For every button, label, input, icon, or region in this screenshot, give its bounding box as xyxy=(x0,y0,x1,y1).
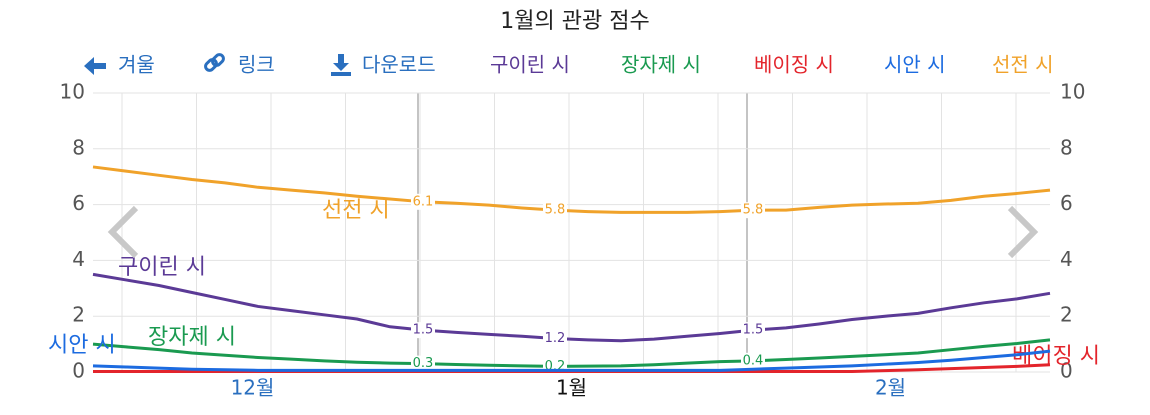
y-tick-label: 2 xyxy=(72,303,85,327)
series-line xyxy=(92,272,1051,343)
value-label-bg xyxy=(741,322,765,339)
y2-tick-label: 4 xyxy=(1060,247,1073,271)
legend-entry[interactable]: 선전 시 xyxy=(992,53,1054,77)
value-label-bg xyxy=(411,355,435,372)
value-label: 6.1 xyxy=(413,194,434,209)
x-tick-label: 2월 xyxy=(875,376,906,400)
value-label-bg xyxy=(543,330,567,347)
series-label: 시안 시 xyxy=(48,333,116,358)
value-label-bg xyxy=(411,322,435,339)
series-line xyxy=(92,165,1051,214)
value-label: 0.3 xyxy=(413,356,434,371)
back-button[interactable]: 겨울 xyxy=(118,53,155,77)
toolbar: 겨울 링크 다운로드 xyxy=(84,53,436,77)
y-tick-label: 6 xyxy=(72,191,85,215)
series-line xyxy=(92,338,1051,368)
chart-title: 1월의 관광 점수 xyxy=(500,9,649,34)
value-label: 1.2 xyxy=(545,331,566,346)
y2-tick-label: 8 xyxy=(1060,135,1073,159)
value-label: 5.8 xyxy=(743,203,764,218)
legend-entry[interactable]: 베이징 시 xyxy=(754,53,834,77)
y-tick-label: 4 xyxy=(72,247,85,271)
value-label: 0.4 xyxy=(743,353,764,368)
y-tick-label: 10 xyxy=(60,80,85,104)
series-line xyxy=(92,349,1051,372)
x-tick-label: 1월 xyxy=(556,376,587,400)
legend-entry[interactable]: 시안 시 xyxy=(884,53,946,77)
series-label: 구이린 시 xyxy=(118,255,206,280)
series-label: 베이징 시 xyxy=(1012,344,1100,369)
x-tick-label: 12월 xyxy=(231,376,275,400)
download-icon[interactable] xyxy=(331,54,351,76)
y2-tick-label: 10 xyxy=(1060,80,1085,104)
y2-tick-label: 0 xyxy=(1060,359,1073,383)
value-label: 1.5 xyxy=(743,323,764,338)
y-tick-label: 8 xyxy=(72,135,85,159)
value-label: 1.5 xyxy=(413,323,434,338)
series-label: 장자제 시 xyxy=(148,325,236,350)
y2-tick-label: 6 xyxy=(1060,191,1073,215)
back-icon[interactable] xyxy=(84,57,106,75)
value-label-bg xyxy=(741,202,765,219)
series-label: 선전 시 xyxy=(322,198,390,223)
value-label: 5.8 xyxy=(545,203,566,218)
download-button[interactable]: 다운로드 xyxy=(362,53,436,77)
value-label-bg xyxy=(741,352,765,369)
legend-entry[interactable]: 장자제 시 xyxy=(621,53,701,77)
link-icon[interactable] xyxy=(204,53,225,72)
value-label-bg xyxy=(411,193,435,210)
y-tick-label: 0 xyxy=(72,359,85,383)
y2-tick-label: 2 xyxy=(1060,303,1073,327)
legend-entry[interactable]: 구이린 시 xyxy=(490,53,570,77)
value-label-bg xyxy=(543,202,567,219)
prev-arrow[interactable] xyxy=(107,205,139,259)
link-button[interactable]: 링크 xyxy=(238,53,275,77)
next-arrow[interactable] xyxy=(1007,205,1039,259)
